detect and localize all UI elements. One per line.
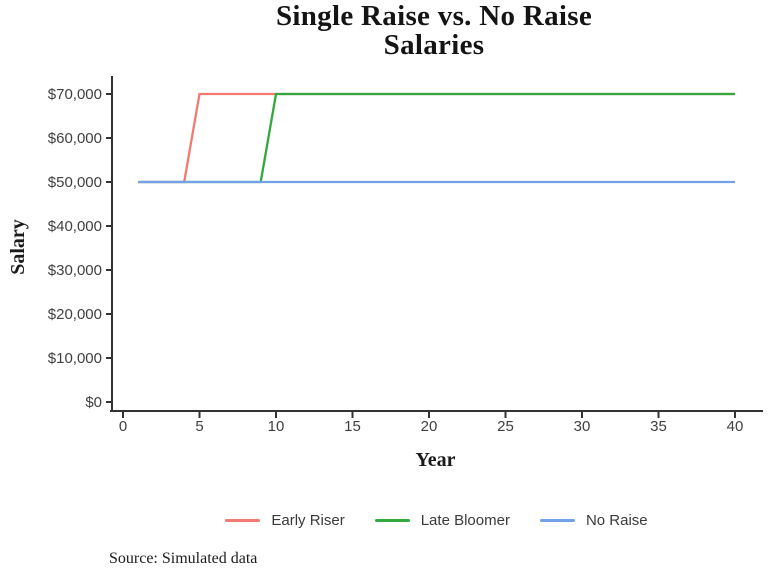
source-note: Source: Simulated data <box>109 550 258 567</box>
x-tick-label: 0 <box>119 418 127 435</box>
y-tick-label: $70,000 <box>48 86 102 103</box>
y-tick-label: $50,000 <box>48 174 102 191</box>
y-axis: $0 $10,000 $20,000 $30,000 $40,000 $50,000 $60… <box>48 76 113 412</box>
legend-label-late-bloomer: Late Bloomer <box>420 512 510 529</box>
x-axis-title: Year <box>415 449 456 471</box>
legend-item-no-raise: No Raise <box>539 512 648 529</box>
y-axis-title: Salary <box>7 219 29 275</box>
x-axis: 0 5 10 15 20 25 30 35 40 <box>110 410 763 435</box>
x-tick-label: 30 <box>574 418 591 435</box>
y-tick-label: $0 <box>85 394 102 411</box>
y-tick-label: $60,000 <box>48 130 102 147</box>
x-tick-label: 20 <box>421 418 438 435</box>
legend-item-late-bloomer: Late Bloomer <box>374 512 510 529</box>
series-line-early-riser <box>138 92 735 184</box>
y-tick-label: $10,000 <box>48 350 102 367</box>
legend-swatch-no-raise <box>539 519 575 522</box>
y-tick-label: $20,000 <box>48 306 102 323</box>
legend-swatch-early-riser <box>225 519 261 522</box>
legend-label-early-riser: Early Riser <box>271 512 345 529</box>
series-line-late-bloomer <box>138 92 735 184</box>
x-tick-label: 10 <box>268 418 285 435</box>
legend-item-early-riser: Early Riser <box>225 512 345 529</box>
x-tick-label: 35 <box>650 418 667 435</box>
legend: Early Riser Late Bloomer No Raise <box>0 512 773 529</box>
legend-swatch-late-bloomer <box>374 519 410 522</box>
x-tick-label: 40 <box>727 418 744 435</box>
y-tick-label: $40,000 <box>48 218 102 235</box>
x-tick-label: 5 <box>195 418 203 435</box>
y-tick-label: $30,000 <box>48 262 102 279</box>
chart-title-line2: Salaries <box>383 29 485 61</box>
x-tick-label: 25 <box>497 418 514 435</box>
legend-label-no-raise: No Raise <box>585 512 648 529</box>
x-tick-label: 15 <box>344 418 361 435</box>
chart-title: Single Raise vs. No Raise Salaries <box>0 2 773 60</box>
chart-title-line1: Single Raise vs. No Raise <box>275 0 593 32</box>
